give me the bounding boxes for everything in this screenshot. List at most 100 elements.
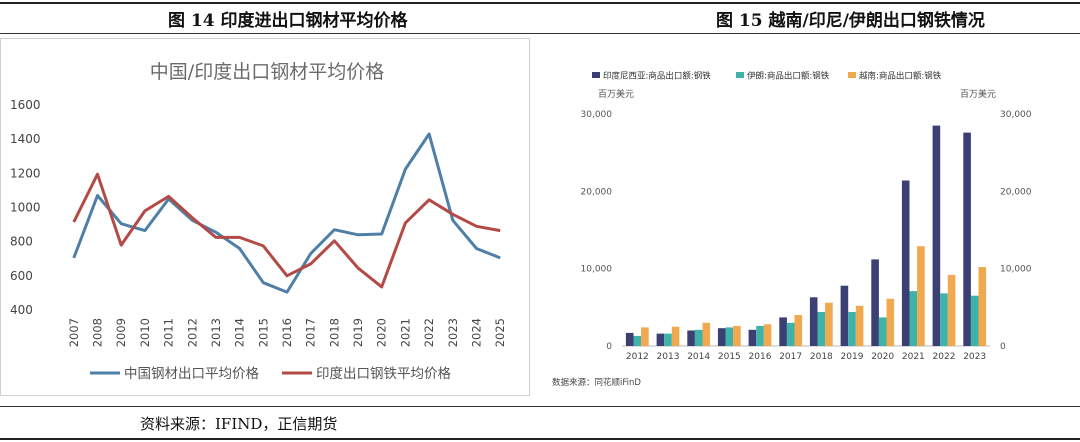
- y-tick-label-left: 10,000: [581, 265, 613, 275]
- bar-1: [748, 329, 757, 346]
- x-tick-label: 2017: [304, 318, 318, 347]
- bar-3: [917, 246, 925, 346]
- bar-2: [633, 335, 642, 346]
- caption-rule: [0, 33, 1080, 34]
- figure-14-caption: 图 14 印度进出口钢材平均价格: [168, 11, 408, 31]
- bar-3: [733, 325, 741, 346]
- x-tick-label: 2020: [871, 352, 894, 362]
- legend-swatch-3: [848, 72, 856, 78]
- bar-1: [840, 285, 849, 346]
- x-tick-label: 2007: [67, 318, 81, 347]
- bar-1: [901, 180, 910, 346]
- bar-3: [702, 322, 711, 346]
- bar-1: [871, 259, 879, 346]
- bar-1: [687, 330, 695, 346]
- x-tick-label: 2022: [422, 318, 436, 347]
- x-tick-label: 2014: [233, 318, 247, 347]
- legend-swatch-1: [592, 72, 600, 78]
- y-tick-label: 600: [10, 269, 33, 283]
- x-tick-label: 2020: [375, 318, 389, 347]
- x-tick-label: 2019: [351, 318, 365, 347]
- bar-3: [763, 324, 772, 346]
- x-tick-label: 2010: [138, 318, 152, 347]
- x-tick-label: 2023: [963, 352, 986, 362]
- bar-1: [779, 317, 787, 346]
- y-tick-label-right: 0: [1000, 342, 1006, 352]
- y-axis-unit-left: 百万美元: [598, 88, 634, 100]
- x-tick-label: 2013: [657, 352, 680, 362]
- bar-2: [694, 329, 703, 346]
- source-note: 资料来源：IFIND，正信期货: [140, 415, 338, 433]
- bar-2: [970, 295, 979, 346]
- bar-2: [664, 333, 672, 346]
- x-tick-label: 2017: [779, 352, 802, 362]
- legend-swatch-2: [736, 72, 744, 78]
- bar-2: [786, 322, 795, 346]
- bar-2: [909, 291, 918, 346]
- y-tick-label: 400: [10, 303, 33, 317]
- bar-1: [656, 333, 665, 346]
- bar-2: [817, 312, 826, 346]
- bar-3: [947, 274, 956, 346]
- series-line-1: [72, 132, 501, 294]
- y-tick-label-left: 30,000: [581, 110, 613, 120]
- x-tick-label: 2008: [91, 318, 105, 347]
- y-tick-label-left: 20,000: [581, 187, 613, 197]
- x-tick-label: 2014: [687, 352, 710, 362]
- x-tick-label: 2012: [185, 318, 199, 347]
- series-line-2: [72, 172, 501, 289]
- bar-chart: 印度尼西亚:商品出口额:钢铁 伊朗:商品出口额:钢铁 越南:商品出口额:钢铁百万美元…: [552, 71, 1032, 389]
- y-tick-label-right: 10,000: [1000, 265, 1032, 275]
- top-rule: [0, 2, 1080, 4]
- bar-1: [625, 332, 634, 346]
- x-tick-label: 2021: [398, 318, 412, 347]
- source-rule: [0, 406, 1080, 407]
- legend-label-3: 越南:商品出口额:钢铁: [859, 71, 942, 82]
- x-tick-label: 2013: [209, 318, 223, 347]
- x-tick-label: 2016: [749, 352, 772, 362]
- bar-3: [855, 305, 864, 346]
- x-tick-label: 2023: [446, 318, 460, 347]
- bar-2: [878, 317, 887, 346]
- left-chart-frame: [0, 38, 530, 396]
- y-tick-label-left: 0: [606, 342, 612, 352]
- figure-15-caption: 图 15 越南/印尼/伊朗出口钢铁情况: [716, 11, 985, 31]
- y-tick-label: 800: [10, 235, 33, 249]
- x-tick-label: 2024: [469, 318, 483, 347]
- bar-3: [978, 267, 987, 346]
- bar-2: [756, 325, 764, 346]
- bar-1: [809, 297, 818, 346]
- x-tick-label: 2025: [493, 318, 507, 347]
- bar-2: [848, 312, 856, 346]
- x-tick-label: 2019: [841, 352, 864, 362]
- bar-2: [725, 327, 734, 346]
- x-tick-label: 2012: [626, 352, 649, 362]
- legend-label-2: 印度出口钢铁平均价格: [316, 366, 451, 382]
- line-chart-title: 中国/印度出口钢材平均价格: [150, 61, 384, 83]
- y-axis-unit-right: 百万美元: [960, 88, 996, 100]
- legend-label-1: 印度尼西亚:商品出口额:钢铁: [603, 71, 711, 82]
- bottom-rule: [0, 438, 1080, 440]
- y-tick-label: 1000: [10, 201, 41, 215]
- bar-3: [794, 315, 803, 346]
- chart-source-note: 数据来源：同花顺iFinD: [552, 377, 641, 388]
- y-tick-label-right: 20,000: [1000, 187, 1032, 197]
- x-tick-label: 2009: [114, 318, 128, 347]
- y-tick-label: 1200: [10, 166, 41, 180]
- bar-1: [963, 132, 971, 346]
- x-tick-label: 2015: [256, 318, 270, 347]
- x-tick-label: 2018: [327, 318, 341, 347]
- bar-3: [825, 302, 833, 346]
- bar-1: [717, 328, 726, 346]
- x-tick-label: 2018: [810, 352, 833, 362]
- x-tick-label: 2021: [902, 352, 925, 362]
- line-chart: 中国/印度出口钢材平均价格 400 600 800 1000 1200 1400 1600 20…: [10, 61, 507, 382]
- y-tick-label: 1600: [10, 98, 41, 112]
- y-tick-label: 1400: [10, 132, 41, 146]
- legend-label-2: 伊朗:商品出口额:钢铁: [747, 71, 830, 82]
- x-tick-label: 2015: [718, 352, 741, 362]
- bar-3: [671, 326, 680, 346]
- bar-1: [932, 125, 941, 346]
- x-tick-label: 2011: [162, 318, 176, 347]
- legend-label-1: 中国钢材出口平均价格: [124, 366, 259, 382]
